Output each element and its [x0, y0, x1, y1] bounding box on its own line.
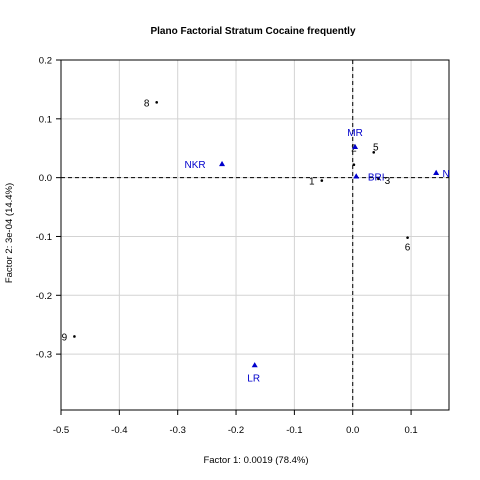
x-tick-label: -0.4 [111, 425, 127, 436]
x-axis-label: Factor 1: 0.0019 (78.4%) [203, 455, 308, 466]
point-8-label: 8 [144, 98, 150, 109]
point-6-marker [406, 236, 409, 239]
x-tick-label: -0.3 [170, 425, 186, 436]
plot-frame [60, 59, 450, 411]
point-6-label: 6 [405, 243, 411, 254]
point-5-label: 5 [373, 142, 379, 153]
point-8-marker [155, 101, 158, 104]
point-5-marker [372, 151, 376, 154]
point-n-marker [433, 169, 440, 175]
point-1-marker [320, 179, 324, 182]
y-tick-label: -0.3 [36, 350, 52, 361]
point-lr-label: LR [247, 373, 260, 384]
x-tick-label: 0.0 [346, 425, 359, 436]
point-1-label: 1 [309, 177, 315, 188]
point-bri-label: BRI [368, 172, 385, 183]
y-tick-label: 0.2 [39, 56, 52, 67]
grid-lines [60, 59, 449, 410]
point-3-marker [377, 177, 380, 181]
point-mr-label: MR [347, 128, 363, 139]
reference-lines [61, 60, 449, 410]
point-bri-marker [353, 173, 360, 179]
point-9-marker [73, 335, 76, 338]
point-lr-marker [251, 362, 258, 368]
point-2-marker [352, 163, 356, 167]
point-3-label: 3 [385, 176, 391, 187]
y-tick-label: -0.2 [36, 291, 52, 302]
x-axis-ticks: -0.5 -0.4 -0.3 -0.2 -0.1 0.0 0.1 [53, 410, 418, 436]
point-9-label: 9 [62, 332, 68, 343]
data-points: 1 2 3 5 6 8 9 MR NKR N BRI LR [62, 98, 450, 384]
point-mr-marker [352, 143, 359, 150]
y-axis-label: Factor 2: 3e-04 (14.4%) [4, 183, 15, 283]
chart-title: Plano Factorial Stratum Cocaine frequent… [150, 26, 355, 37]
point-nkr-label: NKR [184, 160, 205, 171]
point-nkr-marker [219, 160, 226, 167]
x-tick-label: -0.1 [286, 425, 302, 436]
point-n-label: N [443, 169, 450, 180]
y-tick-label: 0.0 [39, 173, 52, 184]
x-tick-label: 0.1 [404, 425, 417, 436]
y-tick-label: -0.1 [36, 232, 52, 243]
x-tick-label: -0.2 [228, 425, 244, 436]
x-tick-label: -0.5 [53, 425, 69, 436]
point-2-label: 2 [351, 144, 357, 155]
y-tick-label: 0.1 [39, 114, 52, 125]
y-axis-ticks: -0.3 -0.2 -0.1 0.0 0.1 0.2 [36, 56, 61, 361]
